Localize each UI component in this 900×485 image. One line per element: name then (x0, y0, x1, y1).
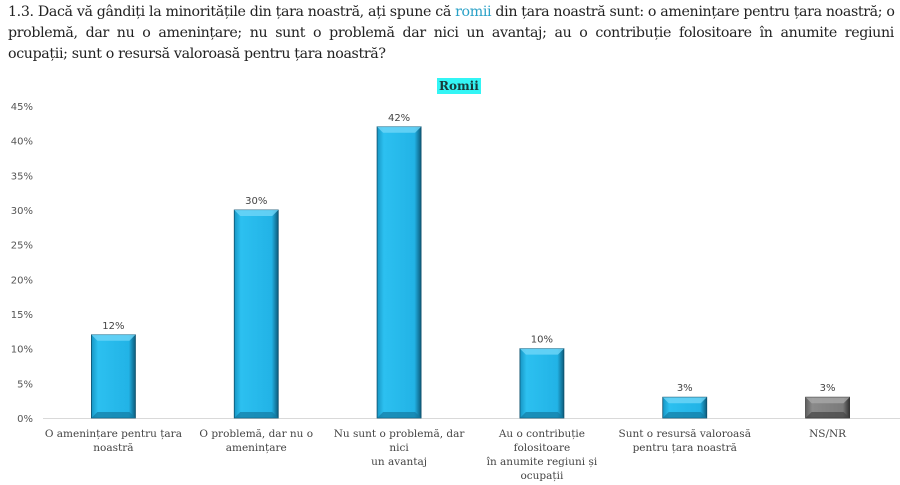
bars-group: 12% 30% 42% 10% 3% 3% (91, 113, 850, 419)
x-category-label: O amenințare pentru țara noastră (43, 427, 183, 455)
bar-bevel-top (519, 348, 564, 355)
x-category-label: Nu sunt o problemă, dar nici un avantaj (329, 427, 469, 469)
y-tick-label: 25% (11, 241, 33, 252)
data-label: 42% (388, 113, 410, 124)
question-line-1: 1.3. Dacă vă gândiți la minoritățile din… (8, 2, 900, 23)
data-label: 3% (820, 383, 836, 394)
x-category-label-line: NS/NR (809, 428, 847, 440)
question-line-3: ocupații; sunt o resursă valoroasă pentr… (8, 46, 386, 62)
y-tick-label: 30% (11, 206, 33, 217)
bar-bevel-top (805, 397, 850, 404)
bar-bevel-bottom (234, 412, 279, 418)
x-category-label-line: în anumite regiuni și ocupații (486, 456, 598, 482)
bar-bevel-bottom (377, 412, 422, 418)
x-category-label: Sunt o resursă valoroasă pentru țara noas… (615, 427, 755, 455)
bar-bevel-bottom (805, 412, 850, 418)
chart-title: Romii (437, 78, 481, 94)
x-category-label-line: O amenințare pentru țara (44, 428, 182, 440)
bar-bevel-top (377, 126, 422, 133)
x-category-label-line: Sunt o resursă valoroasă (618, 428, 751, 440)
y-axis: 0% 5% 10% 15% 20% 25% 30% 35% 40% 45% (11, 102, 33, 425)
bar-rect (519, 348, 565, 419)
question-suffix: din țara noastră sunt: o amenințare pent… (491, 4, 895, 20)
x-category-label: Au o contribuție folositoare în anumite r… (472, 427, 612, 483)
x-category-label-line: Nu sunt o problemă, dar nici (333, 428, 465, 454)
bar-bevel-top (662, 397, 707, 404)
question-prefix: 1.3. Dacă vă gândiți la minoritățile din… (8, 4, 456, 20)
bar-bevel-top (91, 334, 136, 341)
x-category-label: O problemă, dar nu o amenințare (186, 427, 326, 455)
bar-bevel-bottom (91, 412, 136, 418)
bar-rect (91, 334, 136, 419)
bar-rect (376, 126, 422, 419)
y-tick-label: 0% (17, 414, 33, 425)
bar-bevel-bottom (662, 412, 707, 418)
y-tick-label: 15% (11, 310, 33, 321)
data-label: 10% (531, 335, 553, 346)
x-category-label-line: un avantaj (371, 456, 427, 468)
y-tick-label: 40% (11, 137, 33, 148)
y-tick-label: 20% (11, 275, 33, 286)
data-label: 12% (102, 321, 124, 332)
x-category-label-line: pentru țara noastră (632, 442, 737, 454)
x-category-label-line: O problemă, dar nu o (199, 428, 314, 440)
y-tick-label: 45% (11, 102, 33, 113)
question-highlight-romii: romii (455, 4, 492, 20)
y-tick-label: 35% (11, 171, 33, 182)
data-label: 3% (677, 383, 693, 394)
y-tick-label: 5% (17, 379, 33, 390)
question-text: 1.3. Dacă vă gândiți la minoritățile din… (8, 2, 900, 65)
bar-rect (233, 209, 279, 419)
bar-bevel-bottom (519, 412, 564, 418)
x-category-label-line: amenințare (225, 442, 287, 454)
question-line-2: problemă, dar nu o amenințare; nu sunt o… (8, 25, 900, 41)
bar-2 (233, 209, 279, 419)
x-category-label-line: Au o contribuție folositoare (498, 428, 585, 454)
x-category-label: NS/NR (758, 427, 898, 441)
bar-3 (376, 126, 422, 419)
data-label: 30% (245, 196, 267, 207)
x-category-label-line: noastră (93, 442, 134, 454)
bar-bevel-top (234, 210, 279, 216)
bar-5 (662, 396, 708, 419)
bar-4 (519, 348, 565, 419)
bar-6 (805, 396, 850, 419)
bar-1 (91, 334, 136, 419)
y-tick-label: 10% (11, 345, 33, 356)
